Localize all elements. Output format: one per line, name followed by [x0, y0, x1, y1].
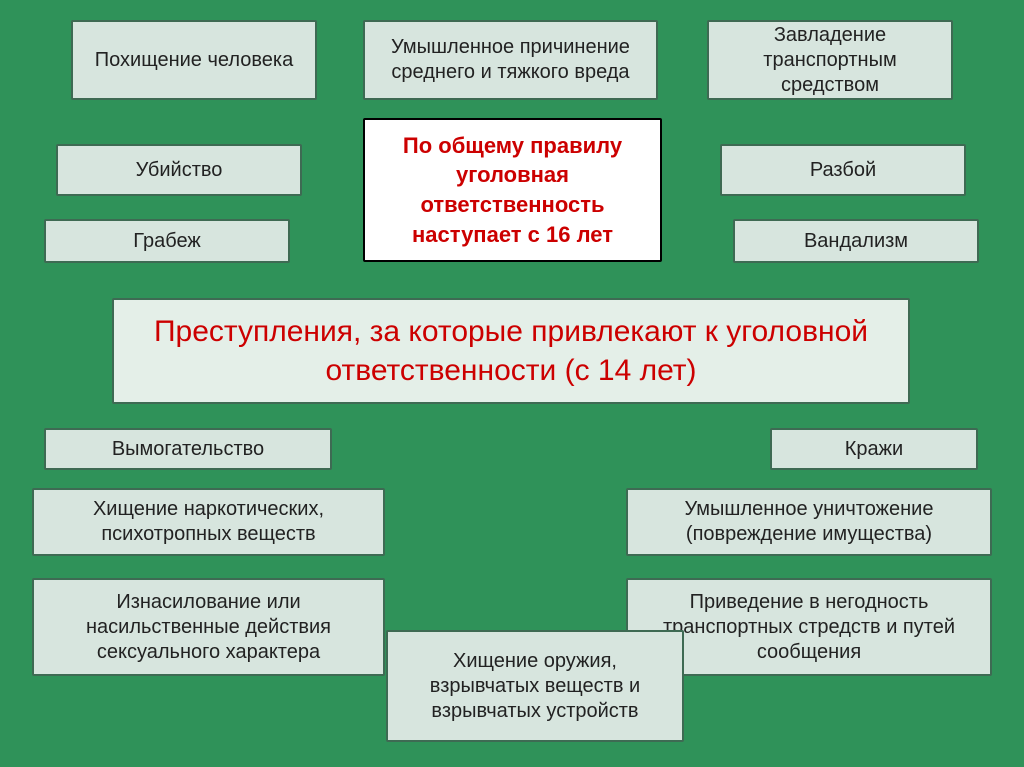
box-label: Приведение в негодность транспортных стр…	[638, 590, 980, 665]
box-label: Умышленное причинение среднего и тяжкого…	[375, 35, 646, 85]
box-label: Хищение наркотических, психотропных веще…	[44, 497, 373, 547]
box-label: Изнасилование или насильственные действи…	[44, 590, 373, 665]
box-label: Вандализм	[804, 229, 908, 254]
box-extortion: Вымогательство	[44, 428, 332, 470]
box-label: По общему правилу уголовная ответственно…	[375, 131, 650, 250]
diagram-canvas: Похищение человека Умышленное причинение …	[0, 0, 1024, 767]
box-robbery: Грабеж	[44, 219, 290, 263]
box-robbery_armed: Разбой	[720, 144, 966, 196]
box-rule16: По общему правилу уголовная ответственно…	[363, 118, 662, 262]
box-destruction: Умышленное уничтожение (повреждение имущ…	[626, 488, 992, 556]
box-label: Вымогательство	[112, 437, 264, 462]
box-label: Хищение оружия, взрывчатых веществ и взр…	[398, 649, 672, 724]
box-title: Преступления, за которые привлекают к уг…	[112, 298, 910, 404]
box-drugs: Хищение наркотических, психотропных веще…	[32, 488, 385, 556]
box-label: Преступления, за которые привлекают к уг…	[124, 312, 898, 390]
box-murder: Убийство	[56, 144, 302, 196]
box-label: Кражи	[845, 437, 903, 462]
box-label: Разбой	[810, 158, 876, 183]
box-weapons: Хищение оружия, взрывчатых веществ и взр…	[386, 630, 684, 742]
box-label: Грабеж	[133, 229, 200, 254]
box-label: Умышленное уничтожение (повреждение имущ…	[638, 497, 980, 547]
box-vehicle_seize: Завладение транспортным средством	[707, 20, 953, 100]
box-vandalism: Вандализм	[733, 219, 979, 263]
box-theft: Кражи	[770, 428, 978, 470]
box-label: Завладение транспортным средством	[719, 23, 941, 98]
box-label: Похищение человека	[95, 48, 293, 73]
box-rape: Изнасилование или насильственные действи…	[32, 578, 385, 676]
box-label: Убийство	[136, 158, 223, 183]
box-harm: Умышленное причинение среднего и тяжкого…	[363, 20, 658, 100]
box-kidnapping: Похищение человека	[71, 20, 317, 100]
